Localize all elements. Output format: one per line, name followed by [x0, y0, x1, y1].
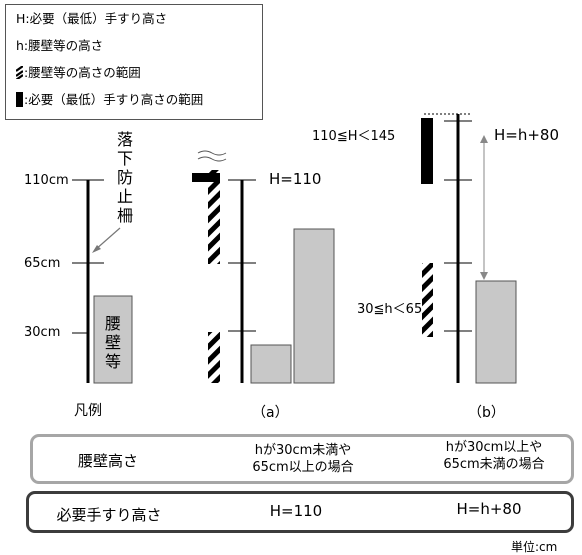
row2-case-b: H=h+80 — [456, 500, 522, 518]
case-b-formula: H=h+80 — [494, 126, 560, 144]
fall-rail-label: 落下防止柵 — [116, 130, 133, 225]
legend-bar-row: :必要（最低）手すり高さの範囲 — [16, 92, 203, 108]
bar-symbol-icon — [16, 92, 23, 107]
case-b-hatch — [422, 263, 433, 337]
legend-H: H:必要（最低）手すり高さ — [16, 11, 168, 26]
case-b-waist-wall — [475, 280, 517, 384]
case-b-caption: （b） — [468, 405, 505, 421]
example-caption: 凡例 — [74, 403, 102, 419]
case-b-range-h: 30≦h＜65 — [357, 302, 423, 317]
case-b-range-H: 110≦H＜145 — [312, 129, 396, 144]
case-a-caption: （a） — [252, 405, 289, 421]
level-30-label: 30cm — [24, 325, 61, 340]
legend-h: h:腰壁等の高さ — [16, 38, 104, 53]
case-a-H-bar — [192, 173, 220, 182]
case-a-wall-high — [293, 228, 335, 384]
example-column — [72, 179, 133, 384]
case-b-column — [421, 113, 517, 384]
example-waist-wall — [93, 295, 133, 384]
case-a-hatch-lower — [208, 332, 220, 383]
row1-header: 腰壁高さ — [77, 452, 138, 470]
waist-wall-label: 腰壁等 — [104, 314, 121, 371]
table-row-required-height: 必要手すり高さ H=110 H=h+80 — [26, 491, 574, 533]
row1-case-b: hが30cm以上や 65cm未満の場合 — [443, 440, 545, 472]
level-110-label: 110cm — [24, 173, 69, 188]
legend-bar-label: :必要（最低）手すり高さの範囲 — [24, 92, 204, 107]
legend-hatch-label: :腰壁等の高さの範囲 — [24, 65, 141, 80]
row2-header: 必要手すり高さ — [56, 506, 162, 524]
case-b-H-range-bar — [421, 118, 433, 184]
case-a-hatch-upper — [208, 170, 220, 264]
table-row-wall-height: 腰壁高さ hが30cm未満や 65cm以上の場合 hが30cm以上や 65cm未… — [30, 434, 574, 484]
case-a-wall-low — [250, 344, 292, 384]
level-65-label: 65cm — [24, 256, 61, 271]
break-mark-icon — [197, 150, 227, 156]
case-a-column — [192, 150, 335, 384]
diagram-canvas — [72, 113, 517, 384]
pointer-arrow-icon — [94, 227, 121, 251]
legend-hatch-row: :腰壁等の高さの範囲 — [16, 65, 141, 81]
hatch-symbol-icon — [16, 66, 23, 79]
unit-label: 単位:cm — [511, 540, 558, 554]
row2-case-a: H=110 — [269, 502, 323, 520]
row1-case-a: hが30cm未満や 65cm以上の場合 — [252, 443, 354, 475]
case-a-H-value: H=110 — [269, 170, 322, 188]
legend-box: H:必要（最低）手すり高さ h:腰壁等の高さ :腰壁等の高さの範囲 :必要（最低… — [5, 4, 263, 120]
